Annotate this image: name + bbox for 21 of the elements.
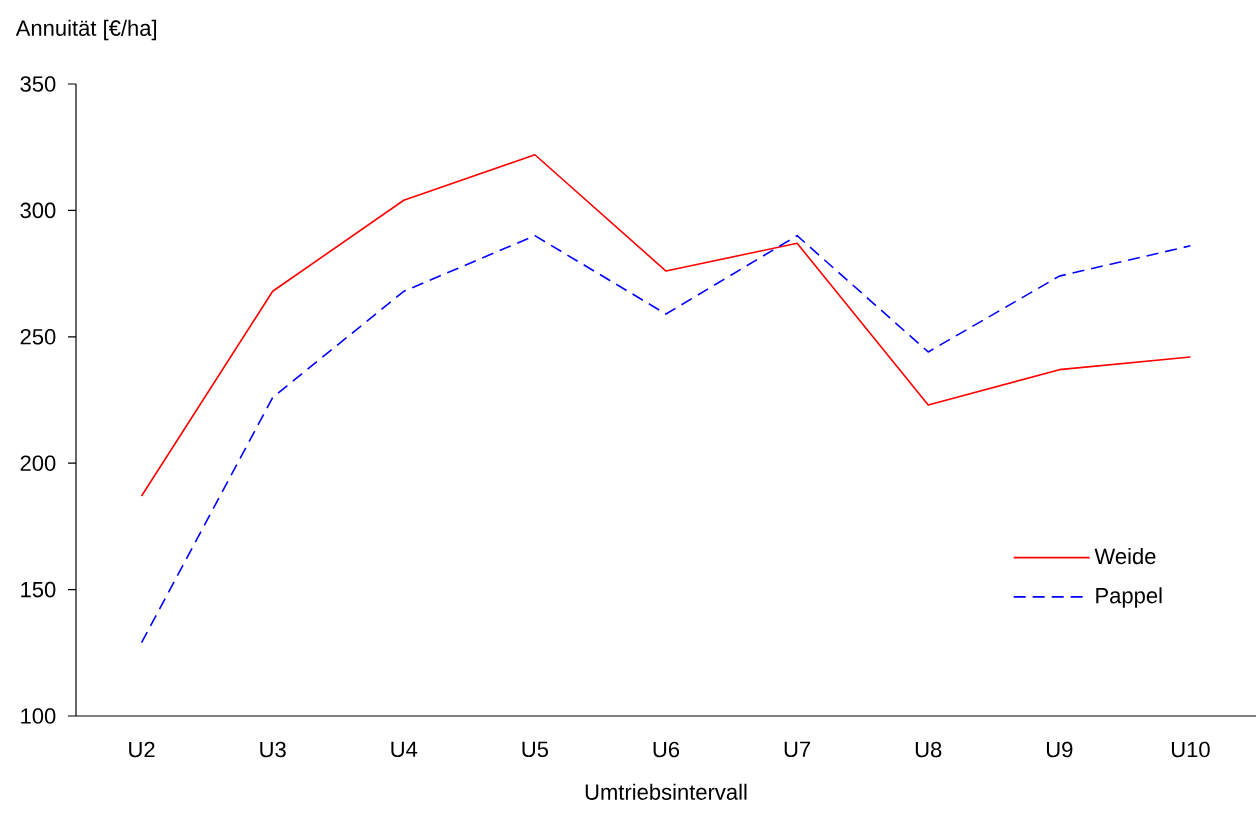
legend-label: Pappel (1096, 587, 1162, 608)
x-tick-label: U3 (260, 741, 286, 758)
y-tick-label: 150 (21, 581, 56, 598)
line-series (140, 234, 1192, 644)
x-tick-label: U6 (653, 741, 680, 758)
y-tick-label: 100 (21, 708, 56, 724)
x-tick-label: U7 (784, 741, 811, 758)
line-series (140, 153, 1192, 497)
y-tick-label: 350 (20, 76, 56, 92)
x-tick-label: U2 (129, 741, 155, 758)
y-axis-title: Annuität [€/ha] (15, 19, 157, 41)
x-tick-label: U8 (915, 741, 942, 758)
x-tick-label: U5 (522, 741, 548, 758)
y-tick-label: 250 (20, 329, 56, 345)
x-tick-label: U10 (1171, 741, 1210, 758)
x-tick-label: U4 (391, 741, 418, 758)
y-tick-label: 300 (20, 202, 56, 219)
x-tick-label: U9 (1046, 741, 1073, 758)
y-tick-label: 200 (20, 455, 56, 471)
x-axis-title: Umtriebsintervall (585, 783, 747, 800)
legend-label: Weide (1094, 547, 1156, 565)
